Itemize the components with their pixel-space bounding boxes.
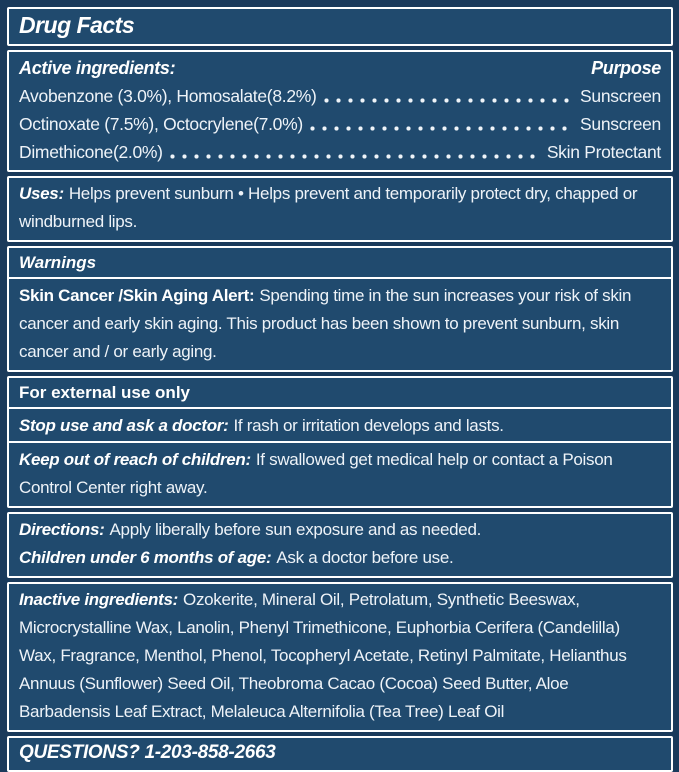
- stop-use-text: If rash or irritation develops and lasts…: [233, 416, 504, 435]
- children-paragraph: Children under 6 months of age: Ask a doc…: [19, 544, 661, 572]
- ingredient-name: Avobenzone (3.0%), Homosalate(8.2%): [19, 86, 317, 106]
- section-divider: [9, 277, 671, 279]
- uses-text: Helps prevent sunburn • Helps prevent an…: [19, 184, 638, 231]
- inactive-ingredients-section: Inactive ingredients: Ozokerite, Mineral …: [7, 582, 673, 732]
- ingredient-purpose: Skin Protectant: [546, 142, 661, 162]
- uses-section: Uses: Helps prevent sunburn • Helps preve…: [7, 176, 673, 242]
- directions-paragraph: Directions: Apply liberally before sun ex…: [19, 516, 661, 544]
- skin-alert-heading: Skin Cancer /Skin Aging Alert:: [19, 286, 255, 305]
- section-divider: [9, 441, 671, 443]
- warnings-heading: Warnings: [19, 253, 97, 272]
- keep-out-text: If swallowed get medical help or contact…: [19, 450, 613, 497]
- title-section: Drug Facts: [7, 7, 673, 46]
- active-ingredients-header: Active ingredients: Purpose: [19, 54, 661, 82]
- ingredient-purpose: Sunscreen: [580, 114, 661, 134]
- inactive-ingredients-heading: Inactive ingredients:: [19, 590, 179, 609]
- stop-use-paragraph: Stop use and ask a doctor: If rash or irr…: [19, 412, 661, 440]
- dotted-leader: [323, 98, 574, 103]
- dotted-leader: [309, 126, 574, 131]
- active-ingredients-section: Active ingredients: Purpose Avobenzone (…: [7, 50, 673, 172]
- ingredient-row: Avobenzone (3.0%), Homosalate(8.2%) Suns…: [19, 82, 661, 110]
- ingredient-name: Octinoxate (7.5%), Octocrylene(7.0%): [19, 114, 303, 134]
- external-use-heading: For external use only: [19, 383, 190, 402]
- ingredient-row: Dimethicone(2.0%) Skin Protectant: [19, 138, 661, 166]
- uses-heading: Uses:: [19, 184, 64, 203]
- purpose-heading: Purpose: [591, 58, 661, 78]
- directions-heading: Directions:: [19, 520, 105, 539]
- uses-paragraph: Uses: Helps prevent sunburn • Helps preve…: [19, 180, 661, 236]
- questions-phone: QUESTIONS? 1-203-858-2663: [19, 742, 276, 763]
- ingredient-name: Dimethicone(2.0%): [19, 142, 163, 162]
- skin-alert-text: Spending time in the sun increases your …: [19, 286, 632, 361]
- warnings-section: Warnings Skin Cancer /Skin Aging Alert: S…: [7, 246, 673, 372]
- children-text: Ask a doctor before use.: [276, 548, 454, 567]
- drug-facts-label: Drug Facts Active ingredients: Purpose A…: [7, 7, 673, 772]
- external-use-section: For external use only Stop use and ask a…: [7, 376, 673, 508]
- children-heading: Children under 6 months of age:: [19, 548, 272, 567]
- directions-section: Directions: Apply liberally before sun ex…: [7, 512, 673, 578]
- section-divider: [9, 407, 671, 409]
- keep-out-heading: Keep out of reach of children:: [19, 450, 251, 469]
- questions-section: QUESTIONS? 1-203-858-2663: [7, 736, 673, 772]
- active-ingredients-heading: Active ingredients:: [19, 58, 176, 78]
- ingredient-row: Octinoxate (7.5%), Octocrylene(7.0%) Sun…: [19, 110, 661, 138]
- dotted-leader: [169, 154, 540, 159]
- directions-text: Apply liberally before sun exposure and …: [109, 520, 482, 539]
- inactive-paragraph: Inactive ingredients: Ozokerite, Mineral …: [19, 586, 661, 726]
- drug-facts-title: Drug Facts: [19, 12, 135, 38]
- ingredient-purpose: Sunscreen: [580, 86, 661, 106]
- stop-use-heading: Stop use and ask a doctor:: [19, 416, 229, 435]
- keep-out-paragraph: Keep out of reach of children: If swallow…: [19, 446, 661, 502]
- skin-alert-paragraph: Skin Cancer /Skin Aging Alert: Spending t…: [19, 282, 661, 366]
